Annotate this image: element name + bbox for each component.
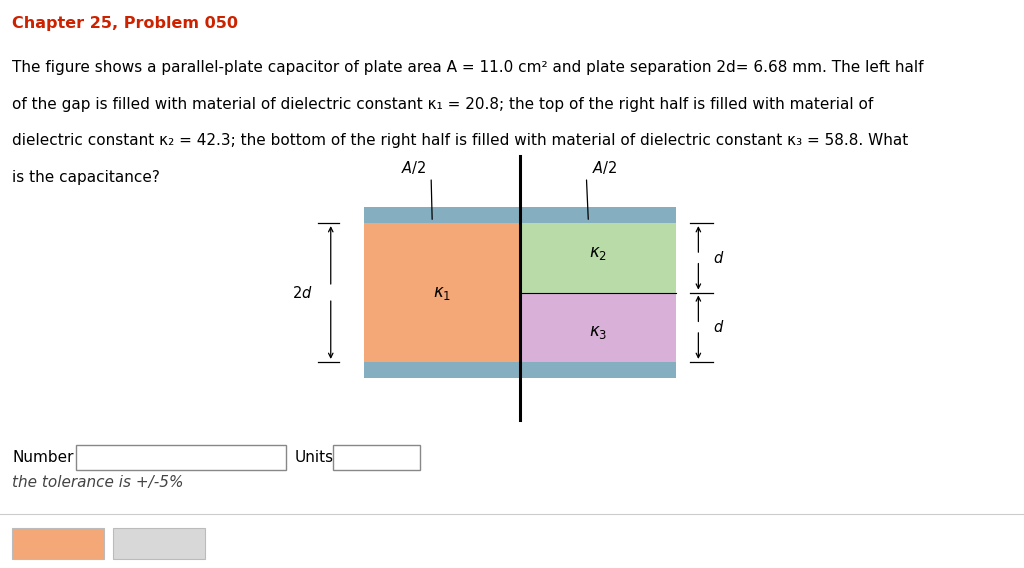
Text: dielectric constant κ₂ = 42.3; the bottom of the right half is filled with mater: dielectric constant κ₂ = 42.3; the botto… bbox=[12, 133, 908, 148]
Bar bbox=[519, 223, 676, 293]
Bar bbox=[76, 445, 286, 470]
Bar bbox=[12, 528, 104, 559]
Bar bbox=[333, 445, 420, 470]
Text: Number: Number bbox=[12, 450, 74, 465]
Bar bbox=[364, 362, 676, 378]
Text: of the gap is filled with material of dielectric constant κ₁ = 20.8; the top of : of the gap is filled with material of di… bbox=[12, 97, 873, 111]
Text: is the capacitance?: is the capacitance? bbox=[12, 170, 160, 185]
Text: $\mathit{\kappa}_1$: $\mathit{\kappa}_1$ bbox=[432, 283, 451, 302]
Text: ▼: ▼ bbox=[401, 452, 410, 462]
Text: $\mathit{\kappa}_2$: $\mathit{\kappa}_2$ bbox=[589, 244, 607, 262]
Text: The figure shows a parallel-plate capacitor of plate area A = 11.0 cm² and plate: The figure shows a parallel-plate capaci… bbox=[12, 60, 924, 74]
Text: $2d$: $2d$ bbox=[292, 285, 312, 300]
Text: Chapter 25, Problem 050: Chapter 25, Problem 050 bbox=[12, 16, 239, 31]
Text: $d$: $d$ bbox=[713, 250, 724, 266]
Text: $d$: $d$ bbox=[713, 319, 724, 335]
Text: $A/2$: $A/2$ bbox=[592, 159, 616, 176]
Text: the tolerance is +/-5%: the tolerance is +/-5% bbox=[12, 475, 183, 490]
Bar bbox=[519, 293, 676, 362]
Bar bbox=[364, 207, 676, 223]
Bar bbox=[113, 528, 205, 559]
Text: $\mathit{\kappa}_3$: $\mathit{\kappa}_3$ bbox=[589, 323, 607, 341]
Text: $A/2$: $A/2$ bbox=[400, 159, 426, 176]
Text: Units: Units bbox=[295, 450, 334, 465]
Bar bbox=[364, 223, 519, 362]
